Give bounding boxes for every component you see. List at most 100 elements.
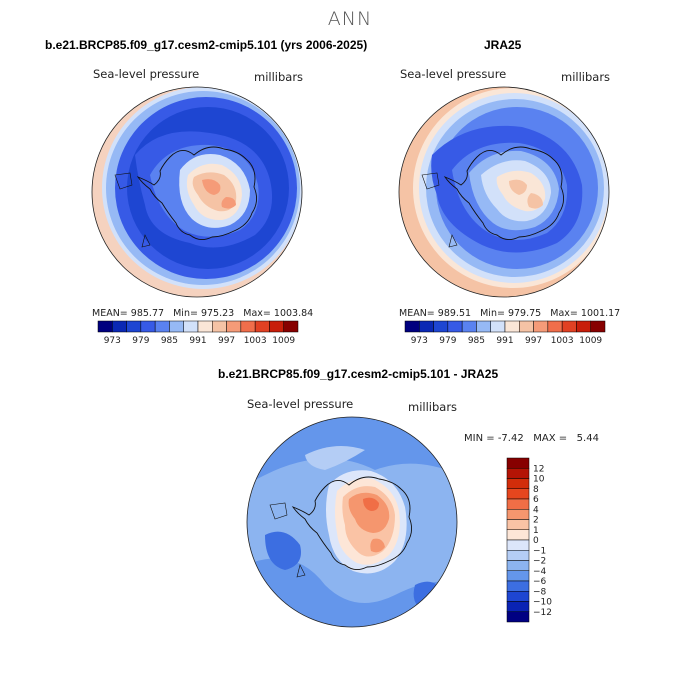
panel3-region-low2 xyxy=(413,581,445,611)
panel3-colorbar-box xyxy=(506,509,530,520)
panel3-colorbar-label: 1 xyxy=(533,526,539,536)
panel3-colorbar-box xyxy=(506,550,530,561)
panel1-colorbar-box xyxy=(183,320,199,333)
panel3-colorbar-box xyxy=(506,488,530,500)
panel2-colorbar-box xyxy=(533,320,549,333)
panel1-map xyxy=(91,86,303,298)
panel2-min-label: Min= xyxy=(480,308,505,319)
panel1-variable: Sea-level pressure xyxy=(93,67,200,81)
panel1-units: millibars xyxy=(254,70,304,84)
panel2-stats: MEAN= 989.51 Min= 979.75 Max= 1001.17 xyxy=(399,308,620,319)
panel3-colorbar-label: −6 xyxy=(533,577,547,587)
panel1-max-value: 1003.84 xyxy=(273,308,314,319)
panel2-colorbar-box xyxy=(419,320,434,333)
panel1-colorbar-box xyxy=(126,320,142,333)
panel2-colorbar-label: 985 xyxy=(468,336,485,346)
panel3-colorbar-label: −8 xyxy=(533,587,547,597)
panel1-colorbar-box xyxy=(212,320,227,333)
panel2-colorbar-box xyxy=(590,320,606,333)
panel2-min-value: 979.75 xyxy=(507,308,542,319)
panel3-colorbar-label: 0 xyxy=(533,536,539,546)
panel3-colorbar-label: −10 xyxy=(533,598,552,608)
panel1-coastline xyxy=(136,146,257,240)
panel1-colorbar-box xyxy=(140,320,156,333)
panel1-colorbar-label: 1003 xyxy=(244,336,267,346)
panel2-colorbar-label: 991 xyxy=(496,336,513,346)
panel1-colorbar-box xyxy=(197,320,213,333)
panel3-colorbar-label: 10 xyxy=(533,475,545,485)
panel2-region-max1 xyxy=(509,179,527,195)
panel1-region-max2 xyxy=(221,197,236,209)
panel2-colorbar-label: 1003 xyxy=(551,336,574,346)
panel3-colorbar-box xyxy=(506,529,530,541)
panel3-region-max2 xyxy=(370,538,385,553)
panel3-colorbar-label: 4 xyxy=(533,505,539,515)
panel1-colorbar-box xyxy=(254,320,270,333)
panel3-colorbar-box xyxy=(506,457,530,469)
panel2-colorbar-box xyxy=(476,320,491,333)
panel1-colorbar-box xyxy=(97,320,113,333)
panel1-colorbar-label: 1009 xyxy=(272,336,295,346)
panel3-colorbar-label: 8 xyxy=(533,485,539,495)
panel2-colorbar-label: 973 xyxy=(411,336,428,346)
panel3-colorbar-label: −2 xyxy=(533,557,546,567)
panel3-colorbar-box xyxy=(506,498,530,510)
panel1-colorbar: 973979985991997100310091015 xyxy=(97,320,301,346)
panel3-colorbar-box xyxy=(506,478,530,489)
panel2-colorbar-label: 979 xyxy=(439,336,456,346)
panel2-colorbar-box xyxy=(576,320,591,333)
panel3-colorbar-box xyxy=(506,580,530,592)
panel3-min-label: MIN = xyxy=(464,433,495,444)
panel2-colorbar-box xyxy=(504,320,520,333)
panel2-colorbar-box xyxy=(404,320,420,333)
panel3-region-max xyxy=(363,497,379,511)
panel1-colorbar-box xyxy=(112,320,127,333)
panel3-max-label: MAX = xyxy=(533,433,568,444)
panel1-min-value: 975.23 xyxy=(200,308,235,319)
panel2-mean-label: MEAN= xyxy=(399,308,435,319)
panel3-colorbar-box xyxy=(506,468,530,479)
panel3-colorbar-label: −12 xyxy=(533,608,552,618)
panel2-colorbar: 973979985991997100310091015 xyxy=(404,320,608,346)
panel3-colorbar-label: −4 xyxy=(533,567,547,577)
panel2-colorbar-label: 1009 xyxy=(579,336,602,346)
panel3-colorbar-box xyxy=(506,570,530,582)
panel3-title: b.e21.BRCP85.f09_g17.cesm2-cmip5.101 - J… xyxy=(218,367,499,381)
panel2-title: JRA25 xyxy=(484,38,522,52)
panel3-colorbar-box xyxy=(506,519,530,530)
panel1-title: b.e21.BRCP85.f09_g17.cesm2-cmip5.101 (yr… xyxy=(45,38,368,52)
panel2-coastline xyxy=(443,146,564,240)
panel1-colorbar-label: 979 xyxy=(132,336,149,346)
panel3-colorbar-box xyxy=(506,539,530,551)
panel3-min-value: -7.42 xyxy=(497,433,524,444)
panel2-colorbar-box xyxy=(433,320,449,333)
panel1-colorbar-label: 991 xyxy=(189,336,206,346)
panel2-units: millibars xyxy=(561,70,611,84)
panel2-colorbar-label: 997 xyxy=(525,336,542,346)
panel3-region-plateau xyxy=(348,492,390,533)
panel3-coastline xyxy=(291,476,412,570)
panel1-colorbar-box xyxy=(240,320,256,333)
panel2-map-border xyxy=(398,86,610,298)
panel3-colorbar-label: 12 xyxy=(533,464,544,474)
panel1-mean-label: MEAN= xyxy=(92,308,128,319)
panel3-colorbar-box xyxy=(506,611,530,623)
panel1-max-label: Max= xyxy=(243,308,271,319)
panel3-colorbar-label: 2 xyxy=(533,516,539,526)
panel2-colorbar-box xyxy=(561,320,577,333)
panel3-islands xyxy=(269,502,306,578)
panel1-mean-value: 985.77 xyxy=(130,308,165,319)
panel3-max-value: 5.44 xyxy=(576,433,599,444)
panel1-islands xyxy=(114,172,151,248)
season-title: ANN xyxy=(327,8,373,30)
panel3-units: millibars xyxy=(408,400,458,414)
panel1-colorbar-label: 973 xyxy=(104,336,121,346)
panel2-max-label: Max= xyxy=(550,308,578,319)
panel1-colorbar-box xyxy=(269,320,284,333)
panel3-region-high1 xyxy=(305,446,365,470)
panel2-colorbar-box xyxy=(547,320,563,333)
panel1-map-border xyxy=(91,86,303,298)
panel3-colorbar-label: 6 xyxy=(533,495,539,505)
panel3-map-border xyxy=(246,416,458,628)
